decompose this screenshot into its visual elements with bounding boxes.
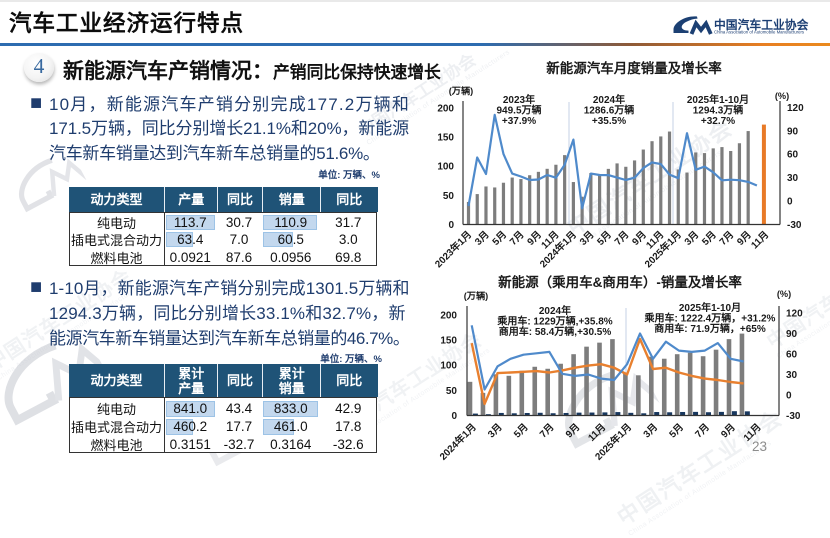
svg-text:+35.5%: +35.5%: [592, 116, 626, 127]
svg-text:(%): (%): [775, 91, 789, 101]
svg-text:150: 150: [437, 133, 454, 144]
svg-text:3月: 3月: [577, 229, 596, 248]
svg-text:9月: 9月: [719, 421, 738, 440]
svg-text:3月: 3月: [485, 421, 504, 440]
svg-text:2025年1-10月: 2025年1-10月: [687, 93, 749, 106]
svg-text:0: 0: [787, 197, 793, 208]
svg-text:(%): (%): [777, 289, 791, 299]
svg-text:7月: 7月: [717, 229, 736, 248]
svg-text:200: 200: [437, 103, 454, 114]
svg-text:5月: 5月: [490, 229, 509, 248]
svg-text:150: 150: [440, 336, 457, 347]
svg-text:7月: 7月: [693, 421, 712, 440]
svg-text:90: 90: [786, 329, 798, 340]
svg-text:(万辆): (万辆): [449, 85, 474, 96]
svg-text:(万辆): (万辆): [464, 290, 489, 301]
svg-text:2023年: 2023年: [503, 93, 535, 106]
svg-text:5月: 5月: [511, 421, 530, 440]
svg-text:商用车: 58.4万辆,+30.5%: 商用车: 58.4万辆,+30.5%: [499, 325, 612, 338]
svg-text:90: 90: [787, 126, 799, 137]
svg-text:30: 30: [786, 370, 798, 381]
svg-text:2024年1月: 2024年1月: [437, 420, 479, 462]
svg-text:5月: 5月: [595, 229, 614, 248]
svg-text:7月: 7月: [507, 229, 526, 248]
svg-text:2023年1月: 2023年1月: [432, 228, 474, 270]
svg-text:商用车: 71.9万辆，+65%: 商用车: 71.9万辆，+65%: [654, 322, 766, 335]
svg-text:7月: 7月: [537, 421, 556, 440]
svg-text:120: 120: [786, 308, 803, 319]
svg-text:新能源（乘用车&商用车）-销量及增长率: 新能源（乘用车&商用车）-销量及增长率: [498, 274, 742, 290]
svg-text:1286.6万辆: 1286.6万辆: [584, 104, 635, 117]
svg-text:乘用车: 1222.4万辆，+31.2%: 乘用车: 1222.4万辆，+31.2%: [644, 312, 776, 325]
svg-text:11月: 11月: [749, 229, 772, 252]
svg-text:50: 50: [443, 191, 455, 202]
svg-text:2024年: 2024年: [539, 304, 571, 317]
svg-text:7月: 7月: [612, 229, 631, 248]
svg-text:+37.9%: +37.9%: [502, 116, 536, 127]
svg-text:100: 100: [437, 162, 454, 173]
svg-text:新能源汽车月度销量及增长率: 新能源汽车月度销量及增长率: [546, 60, 722, 76]
svg-text:100: 100: [440, 361, 457, 372]
svg-text:60: 60: [787, 150, 799, 161]
svg-text:60: 60: [786, 349, 798, 360]
svg-text:50: 50: [446, 386, 458, 397]
svg-text:9月: 9月: [563, 421, 582, 440]
svg-text:乘用车: 1229万辆,+35.8%: 乘用车: 1229万辆,+35.8%: [496, 315, 612, 328]
svg-text:3月: 3月: [682, 229, 701, 248]
svg-text:-30: -30: [787, 220, 802, 231]
svg-text:3月: 3月: [641, 421, 660, 440]
svg-text:1294.3万辆: 1294.3万辆: [693, 104, 744, 117]
svg-text:2025年1-10月: 2025年1-10月: [679, 301, 741, 314]
svg-text:0: 0: [786, 390, 792, 401]
svg-text:120: 120: [787, 103, 804, 114]
svg-text:China Association of Automobil: China Association of Automobile Manufact…: [714, 30, 804, 35]
svg-text:11月: 11月: [586, 421, 609, 444]
svg-text:中国汽车工业协会: 中国汽车工业协会: [714, 18, 809, 32]
svg-text:3月: 3月: [472, 229, 491, 248]
svg-text:+32.7%: +32.7%: [701, 116, 735, 127]
svg-text:5月: 5月: [667, 421, 686, 440]
svg-text:30: 30: [787, 173, 799, 184]
svg-text:200: 200: [440, 310, 457, 321]
svg-text:-30: -30: [786, 411, 801, 422]
svg-text:0: 0: [448, 220, 454, 231]
svg-text:949.5万辆: 949.5万辆: [496, 104, 541, 117]
svg-text:2024年: 2024年: [593, 93, 625, 106]
svg-text:0: 0: [451, 411, 457, 422]
svg-text:5月: 5月: [700, 229, 719, 248]
